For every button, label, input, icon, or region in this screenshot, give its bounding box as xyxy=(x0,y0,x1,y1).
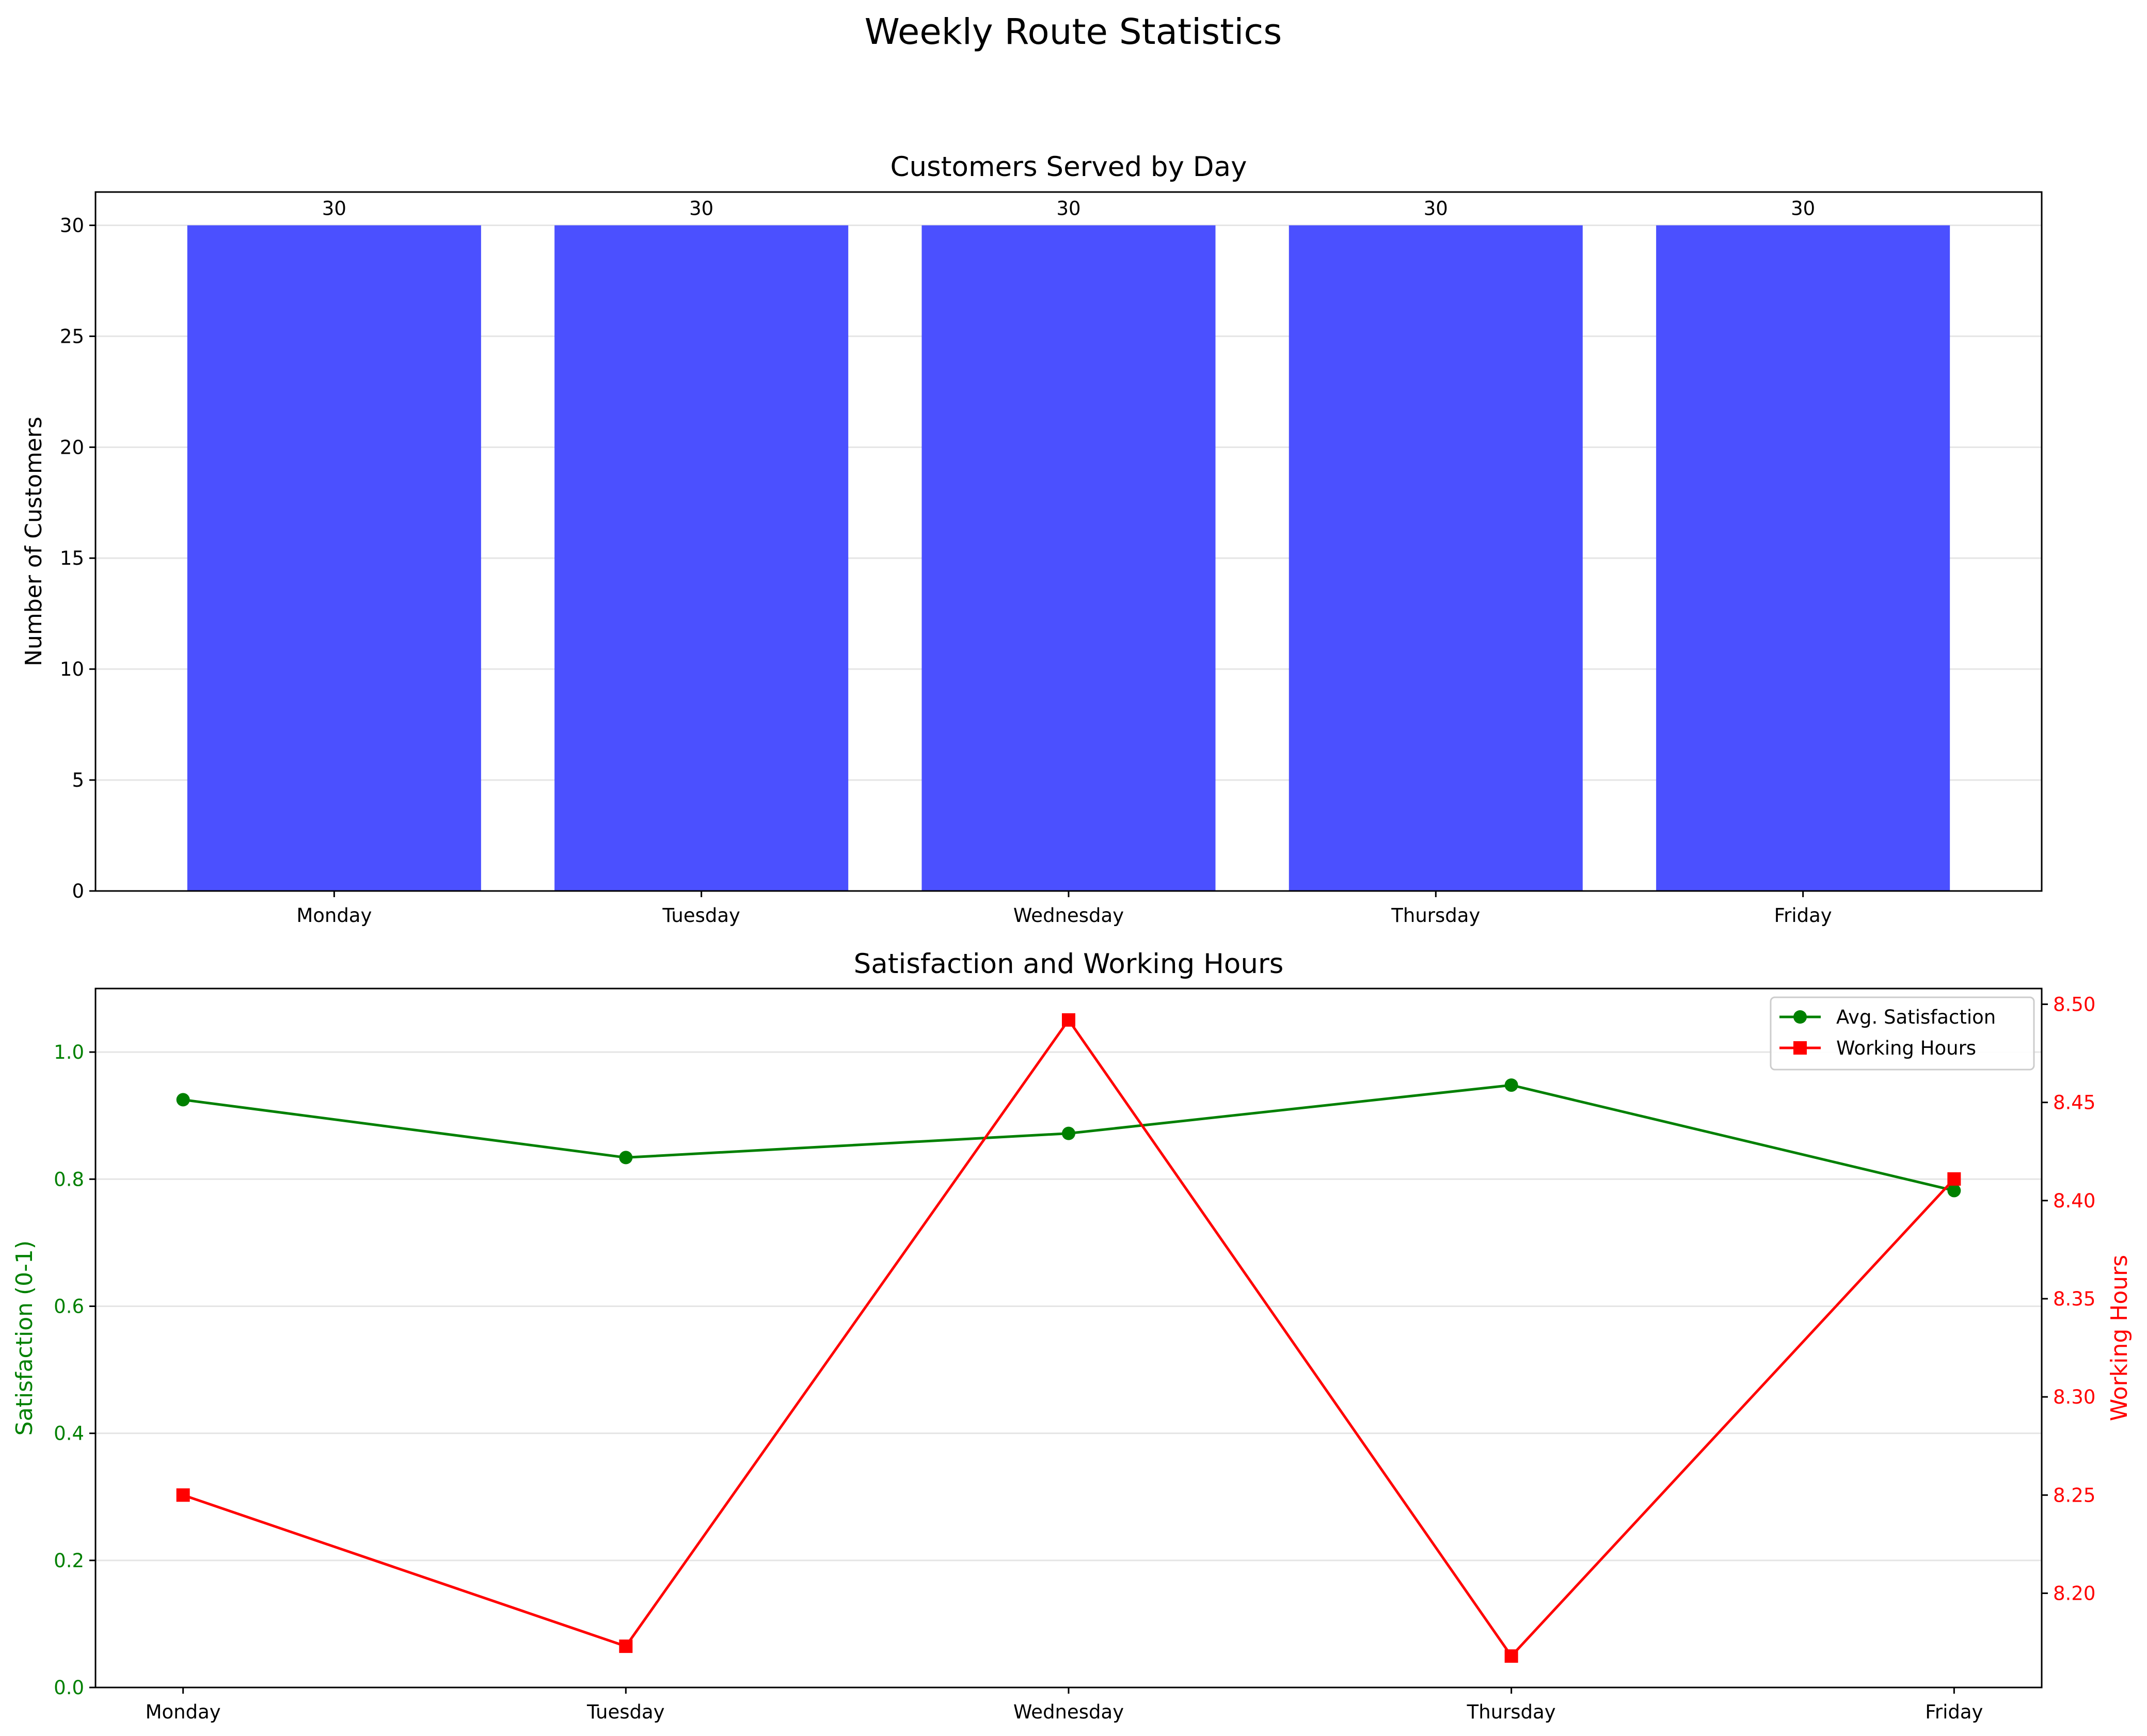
line-x-tick-label: Thursday xyxy=(1467,1701,1556,1723)
line-x-axis: Monday Tuesday Wednesday Thursday Friday xyxy=(146,1687,1983,1723)
bar-x-tick-label: Tuesday xyxy=(662,904,740,927)
working-hours-y-tick-label: 8.25 xyxy=(2053,1484,2095,1506)
bar-data-label: 30 xyxy=(689,197,713,219)
satisfaction-y-tick-label: 0.6 xyxy=(54,1295,84,1317)
bar-data-labels: 30 30 30 30 30 xyxy=(322,197,1815,219)
line-gridlines xyxy=(96,1051,2042,1689)
bar-x-tick-label: Wednesday xyxy=(1013,904,1124,927)
satisfaction-point xyxy=(1504,1078,1518,1092)
bar-friday xyxy=(1656,225,1950,891)
line-series xyxy=(176,1013,1961,1663)
bar-data-label: 30 xyxy=(1424,197,1448,219)
bar-wednesday xyxy=(921,225,1216,891)
figure-title: Weekly Route Statistics xyxy=(865,11,1282,53)
bar-data-label: 30 xyxy=(1791,197,1815,219)
bar-y-axis: 0 5 10 15 20 25 30 xyxy=(60,214,96,902)
bar-x-tick-label: Monday xyxy=(296,904,372,927)
satisfaction-y-tick-label: 0.8 xyxy=(54,1168,84,1190)
bar-chart-title: Customers Served by Day xyxy=(890,151,1247,183)
working-hours-point xyxy=(176,1488,190,1502)
bar-y-tick-label: 5 xyxy=(72,769,84,791)
working-hours-y-axis: 8.20 8.25 8.30 8.35 8.40 8.45 8.50 xyxy=(2042,993,2095,1604)
line-x-tick-label: Wednesday xyxy=(1013,1701,1124,1723)
working-hours-y-tick-label: 8.35 xyxy=(2053,1288,2095,1310)
bar-plot-frame xyxy=(94,191,2043,892)
bar-y-tick-label: 0 xyxy=(72,880,84,902)
working-hours-y-tick-label: 8.30 xyxy=(2053,1386,2095,1408)
line-plot-frame xyxy=(94,988,2043,1689)
bar-series xyxy=(187,225,1950,891)
satisfaction-axis-title: Satisfaction (0-1) xyxy=(11,1240,38,1436)
bar-thursday xyxy=(1289,225,1583,891)
legend-label: Avg. Satisfaction xyxy=(1836,1006,1996,1028)
bar-y-tick-label: 20 xyxy=(60,436,84,458)
satisfaction-point xyxy=(176,1093,190,1107)
bar-monday xyxy=(187,225,481,891)
satisfaction-y-axis: 0.0 0.2 0.4 0.6 0.8 1.0 xyxy=(54,1041,96,1699)
satisfaction-y-tick-label: 0.2 xyxy=(54,1550,84,1572)
legend-marker xyxy=(1793,1010,1807,1024)
bar-tuesday xyxy=(554,225,849,891)
satisfaction-y-tick-label: 0.0 xyxy=(54,1677,84,1699)
legend-box xyxy=(1770,996,2035,1071)
bar-data-label: 30 xyxy=(1056,197,1080,219)
legend-entry-satisfaction: Avg. Satisfaction xyxy=(1779,1006,1996,1028)
working-hours-axis-title: Working Hours xyxy=(2106,1255,2133,1421)
legend: Avg. Satisfaction Working Hours xyxy=(1770,996,2035,1071)
bar-y-tick-label: 15 xyxy=(60,547,84,569)
bar-y-tick-label: 25 xyxy=(60,325,84,347)
satisfaction-point xyxy=(619,1151,633,1165)
working-hours-y-tick-label: 8.20 xyxy=(2053,1582,2095,1604)
working-hours-point xyxy=(1947,1172,1961,1186)
bar-data-label: 30 xyxy=(322,197,346,219)
legend-marker xyxy=(1793,1041,1807,1055)
line-x-tick-label: Tuesday xyxy=(586,1701,665,1723)
working-hours-point xyxy=(619,1639,633,1653)
line-chart-panel: Satisfaction and Working Hours 0.0 0.2 0.4… xyxy=(11,948,2133,1723)
bar-chart-panel: Customers Served by Day 30 30 30 30 30 0 5 10 1… xyxy=(21,151,2043,927)
satisfaction-point xyxy=(1062,1126,1075,1140)
legend-entry-working-hours: Working Hours xyxy=(1779,1037,1976,1059)
legend-label: Working Hours xyxy=(1836,1037,1976,1059)
line-x-tick-label: Monday xyxy=(146,1701,221,1723)
bar-y-tick-label: 30 xyxy=(60,214,84,236)
working-hours-point xyxy=(1504,1649,1518,1663)
working-hours-y-tick-label: 8.50 xyxy=(2053,993,2095,1015)
working-hours-point xyxy=(1062,1013,1075,1027)
bar-y-axis-title: Number of Customers xyxy=(21,417,47,666)
satisfaction-y-tick-label: 1.0 xyxy=(54,1041,84,1063)
bar-x-tick-label: Thursday xyxy=(1391,904,1480,927)
satisfaction-y-tick-label: 0.4 xyxy=(54,1423,84,1445)
line-chart-title: Satisfaction and Working Hours xyxy=(854,948,1284,980)
bar-x-tick-label: Friday xyxy=(1774,904,1832,927)
line-x-tick-label: Friday xyxy=(1925,1701,1983,1723)
working-hours-y-tick-label: 8.45 xyxy=(2053,1092,2095,1114)
working-hours-y-tick-label: 8.40 xyxy=(2053,1190,2095,1212)
bar-y-tick-label: 10 xyxy=(60,658,84,680)
bar-x-axis: Monday Tuesday Wednesday Thursday Friday xyxy=(296,891,1832,927)
satisfaction-point xyxy=(1947,1184,1961,1198)
